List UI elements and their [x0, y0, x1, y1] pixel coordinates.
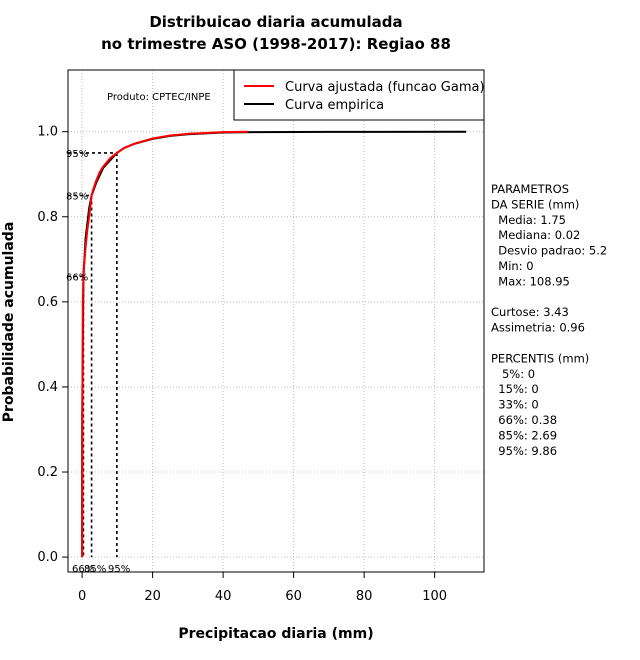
stats-line: Min: 0	[491, 259, 534, 273]
series-line-fitted	[81, 130, 248, 558]
percentile-label-x: 66%	[72, 564, 94, 575]
x-tick-label: 20	[144, 589, 161, 604]
y-axis-title: Probabilidade acumulada	[1, 222, 17, 423]
percentile-label-y: 95%	[66, 149, 88, 160]
series-line-empirical	[81, 130, 467, 558]
stats-line: 95%: 9.86	[491, 444, 557, 458]
stats-line: 85%: 2.69	[491, 428, 557, 442]
stats-line: 5%: 0	[491, 367, 535, 381]
y-tick-label: 0.2	[37, 465, 58, 480]
percentile-labels: 66%85%95%66%85% 95%	[66, 149, 130, 575]
stats-line: Max: 108.95	[491, 274, 570, 288]
stats-line: Curtose: 3.43	[491, 305, 569, 319]
percentile-label-y: 85%	[66, 192, 88, 203]
stats-line: 66%: 0.38	[491, 413, 557, 427]
chart-title-line-2: no trimestre ASO (1998-2017): Regiao 88	[101, 35, 451, 53]
stats-line: Desvio padrao: 5.2	[491, 244, 607, 258]
stats-line: PERCENTIS (mm)	[491, 351, 589, 365]
legend-label-empirical: Curva empirica	[285, 98, 384, 113]
credit-label: Produto: CPTEC/INPE	[107, 92, 211, 103]
stats-line: Mediana: 0.02	[491, 228, 580, 242]
x-tick-label: 100	[422, 589, 447, 604]
stats-line: Assimetria: 0.96	[491, 321, 585, 335]
stats-line: DA SERIE (mm)	[491, 197, 579, 211]
stats-line: 15%: 0	[491, 382, 539, 396]
percentile-label-y: 66%	[66, 272, 88, 283]
percentile-guides	[68, 152, 118, 558]
stats-line: 33%: 0	[491, 398, 539, 412]
x-tick-label: 80	[356, 589, 373, 604]
percentile-label-x: 95%	[108, 564, 130, 575]
percentile-label-x: 85%	[84, 564, 106, 575]
y-tick-label: 0.0	[37, 550, 58, 565]
stats-line: PARAMETROS	[491, 182, 569, 196]
series-layer	[81, 130, 467, 558]
stats-line: Media: 1.75	[491, 213, 566, 227]
x-axis-title: Precipitacao diaria (mm)	[178, 626, 373, 642]
y-tick-label: 0.6	[37, 295, 58, 310]
legend-label-fitted: Curva ajustada (funcao Gama)	[285, 80, 485, 95]
chart-title-line-1: Distribuicao diaria acumulada	[149, 13, 402, 31]
tick-layer: 0 20 40 60 80 100 0.0 0.2 0.4 0.6 0.8 1.0	[37, 125, 447, 604]
x-tick-label: 60	[285, 589, 302, 604]
y-tick-label: 0.4	[37, 380, 58, 395]
legend-box	[233, 69, 485, 121]
y-tick-label: 0.8	[37, 210, 58, 225]
x-tick-label: 0	[78, 589, 86, 604]
y-tick-label: 1.0	[37, 125, 58, 140]
x-tick-label: 40	[215, 589, 232, 604]
legend: Curva ajustada (funcao Gama) Curva empir…	[233, 69, 485, 121]
